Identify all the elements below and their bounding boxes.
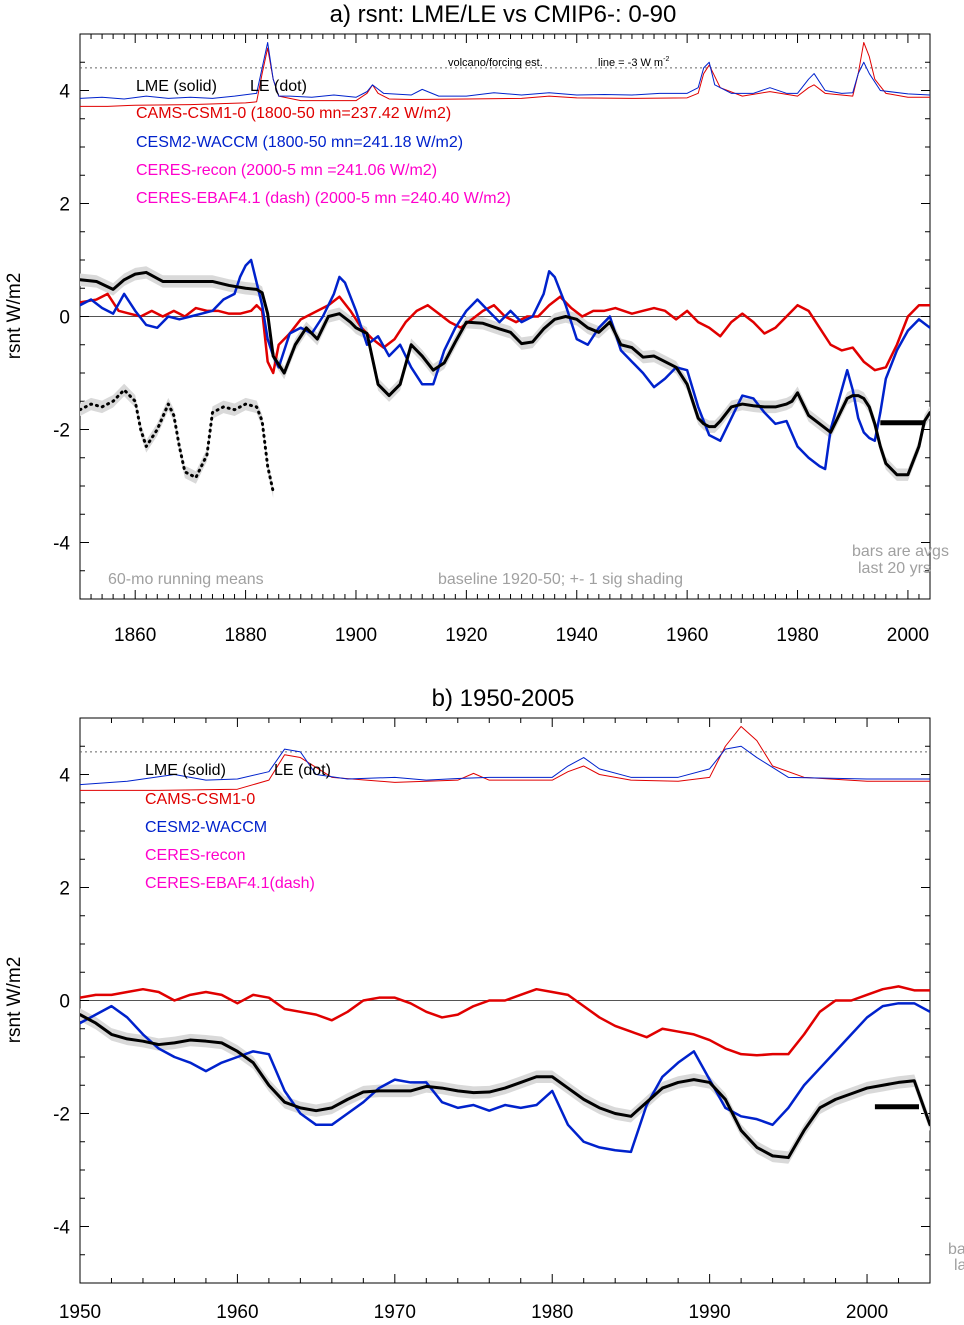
legend-le: LE (dot): [250, 78, 307, 95]
panel-b-title: b) 1950-2005: [432, 685, 575, 712]
x-tick-label: 2000: [887, 625, 929, 646]
y-tick-label: 4: [59, 82, 70, 103]
series-line-cams-csm1-0: [80, 985, 930, 1057]
y-tick-label: -2: [53, 421, 70, 442]
x-tick-label: 1940: [556, 625, 598, 646]
panel-b-plot-area: -4 -2 0 2 4 1950 1960 1970 1980 1990 2000: [53, 717, 931, 1323]
x-tick-label: 1960: [216, 1302, 258, 1323]
x-tick-label: 1880: [224, 625, 266, 646]
series-line-lme: [80, 1013, 930, 1160]
y-tick-label: 0: [59, 308, 70, 329]
series-line-cams-csm1-0: [80, 292, 930, 375]
panel-a-ylabel: rsnt W/m2: [4, 273, 25, 360]
bars-note-line1: bars are avgs: [852, 543, 949, 560]
running-means-note: 60-mo running means: [108, 571, 264, 588]
x-tick-label: 1900: [335, 625, 377, 646]
series-line-cesm2-volc: [80, 745, 930, 786]
y-tick-label: 0: [59, 992, 70, 1013]
legend-ceres-ebaf: CERES-EBAF4.1 (dash) (2000-5 mn =240.40 …: [136, 190, 511, 207]
x-tick-label: 1860: [114, 625, 156, 646]
y-tick-label: 4: [59, 766, 70, 787]
panel-a-plot-area: -4 -2 0 2 4 1860 1880 1900 1920 1940 1960 1980 2000: [53, 33, 931, 646]
series-line-cams-volc: [80, 725, 930, 791]
legend-cams: CAMS-CSM1-0 (1800-50 mn=237.42 W/m2): [136, 105, 451, 122]
series-line-cesm2-volc: [80, 41, 930, 100]
x-tick-label: 2000: [846, 1302, 888, 1323]
sigma-shading-lme: [80, 1008, 930, 1164]
x-tick-label: 1950: [59, 1302, 101, 1323]
panel-b-legend: LME (solid) LE (dot) CAMS-CSM1-0 CESM2-W…: [145, 762, 331, 892]
bars-note-line1: ba: [948, 1241, 964, 1258]
series-line-cesm2-waccm: [80, 1002, 930, 1154]
y-tick-label: -4: [53, 534, 70, 555]
legend-le: LE (dot): [274, 762, 331, 779]
panel-a: a) rsnt: LME/LE vs CMIP6-: 0-90 rsnt W/m…: [4, 1, 949, 646]
panel-b: b) 1950-2005 rsnt W/m2 -4 -2 0 2 4 1950 1960 19…: [4, 685, 964, 1323]
legend-ceres-ebaf: CERES-EBAF4.1(dash): [145, 875, 315, 892]
x-tick-label: 1970: [374, 1302, 416, 1323]
line-annotation: line = -3 W m-2: [598, 56, 669, 69]
legend-ceres-recon: CERES-recon (2000-5 mn =241.06 W/m2): [136, 162, 437, 179]
y-tick-label: -4: [53, 1218, 70, 1239]
y-tick-label: 2: [59, 195, 70, 216]
bars-note-line2: last 20 yrs: [858, 560, 931, 577]
y-tick-label: -2: [53, 1105, 70, 1126]
baseline-note: baseline 1920-50; +- 1 sig shading: [438, 571, 683, 588]
series-line-le: [80, 388, 275, 494]
volcano-annotation: volcano/forcing est.: [448, 57, 543, 69]
x-tick-label: 1960: [666, 625, 708, 646]
x-tick-label: 1990: [688, 1302, 730, 1323]
series-line-lme: [80, 270, 930, 477]
legend-lme: LME (solid): [136, 78, 217, 95]
series-line-cams-volc: [80, 41, 930, 107]
panel-a-legend: LME (solid) LE (dot) CAMS-CSM1-0 (1800-5…: [136, 78, 511, 207]
y-tick-label: 2: [59, 879, 70, 900]
panel-b-ylabel: rsnt W/m2: [4, 957, 25, 1044]
panel-a-title: a) rsnt: LME/LE vs CMIP6-: 0-90: [330, 1, 677, 28]
x-tick-label: 1920: [445, 625, 487, 646]
legend-cesm2: CESM2-WACCM: [145, 819, 267, 836]
series-line-cesm2-waccm: [80, 258, 930, 471]
bars-note-line2: la: [954, 1257, 964, 1274]
sigma-shading-le: [80, 383, 274, 498]
sigma-shading-lme: [80, 266, 930, 481]
x-tick-label: 1980: [776, 625, 818, 646]
legend-ceres-recon: CERES-recon: [145, 847, 245, 864]
legend-cesm2: CESM2-WACCM (1800-50 mn=241.18 W/m2): [136, 134, 463, 151]
x-tick-label: 1980: [531, 1302, 573, 1323]
legend-cams: CAMS-CSM1-0: [145, 791, 255, 808]
legend-lme: LME (solid): [145, 762, 226, 779]
